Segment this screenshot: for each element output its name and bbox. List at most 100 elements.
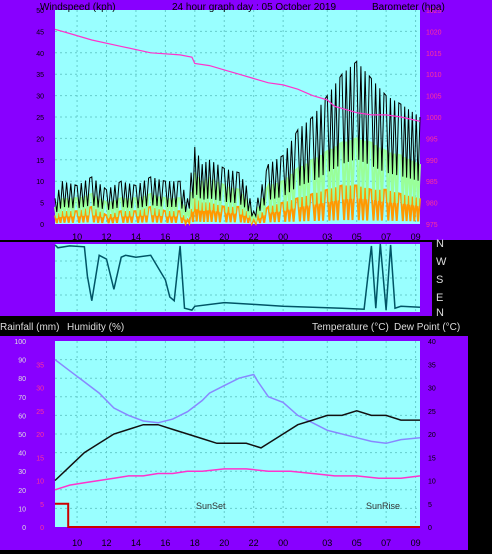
humidity-ytick-2: 20: [18, 488, 26, 495]
wind-xtick-6: 22: [249, 232, 259, 242]
temp-ytick-4: 20: [428, 432, 436, 439]
baro-ytick-4: 995: [426, 136, 438, 143]
wind-xtick-4: 18: [190, 232, 200, 242]
wind-ytick-1: 5: [40, 201, 44, 208]
wind-xtick-1: 12: [102, 232, 112, 242]
humidity-ytick-8: 80: [18, 376, 26, 383]
rainfall-axis-title: Rainfall (mm): [0, 322, 59, 333]
baro-ytick-0: 975: [426, 222, 438, 229]
temp-xtick-8: 03: [322, 538, 332, 548]
wind-xtick-9: 05: [352, 232, 362, 242]
humidity-axis-title: Humidity (%): [67, 322, 124, 333]
baro-ytick-3: 990: [426, 158, 438, 165]
temp-xtick-3: 16: [160, 538, 170, 548]
wind-ytick-3: 15: [36, 158, 44, 165]
wind-xtick-11: 09: [411, 232, 421, 242]
temp-xtick-7: 00: [278, 538, 288, 548]
temp-xtick-6: 22: [249, 538, 259, 548]
compass-label-w: W: [436, 256, 447, 268]
humidity-ytick-10: 100: [14, 339, 26, 346]
rain-ytick-7: 35: [36, 362, 44, 369]
wind-xtick-7: 00: [278, 232, 288, 242]
wind-ytick-6: 30: [36, 94, 44, 101]
humidity-ytick-4: 40: [18, 451, 26, 458]
humidity-ytick-7: 70: [18, 395, 26, 402]
humidity-ytick-3: 30: [18, 469, 26, 476]
wind-xtick-0: 10: [72, 232, 82, 242]
baro-ytick-8: 1015: [426, 51, 442, 58]
wind-ytick-9: 45: [36, 29, 44, 36]
wind-low-line: [54, 184, 421, 227]
rain-ytick-3: 15: [36, 455, 44, 462]
dewpoint-axis-title: Dew Point (°C): [394, 322, 460, 333]
compass-label-n-bottom: N: [436, 307, 444, 319]
baro-ytick-2: 985: [426, 179, 438, 186]
rain-ytick-0: 0: [40, 525, 44, 532]
humidity-ytick-6: 60: [18, 413, 26, 420]
rain-ytick-2: 10: [36, 479, 44, 486]
wind-gust-line: [54, 60, 421, 219]
wind-ytick-4: 20: [36, 136, 44, 143]
temp-xtick-11: 09: [411, 538, 421, 548]
wind-ytick-2: 10: [36, 179, 44, 186]
baro-ytick-9: 1020: [426, 29, 442, 36]
rain-ytick-1: 5: [40, 502, 44, 509]
wind-xtick-8: 03: [322, 232, 332, 242]
temp-ytick-7: 35: [428, 362, 436, 369]
humidity-ytick-1: 10: [18, 506, 26, 513]
sunrise-label: SunRise: [366, 501, 400, 511]
sunset-label: SunSet: [196, 501, 226, 511]
wind-xtick-3: 16: [160, 232, 170, 242]
wind-ytick-5: 25: [36, 115, 44, 122]
rain-ytick-6: 30: [36, 386, 44, 393]
temperature-axis-title: Temperature (°C): [312, 322, 389, 333]
dewpoint-line: [54, 468, 421, 491]
temp-ytick-3: 15: [428, 455, 436, 462]
wind-ytick-0: 0: [40, 222, 44, 229]
bottom-panel-right-edge: [468, 336, 492, 554]
temp-xtick-10: 07: [381, 538, 391, 548]
temp-xtick-0: 10: [72, 538, 82, 548]
temp-ytick-6: 30: [428, 386, 436, 393]
chart-title: 24 hour graph day : 05 October 2019: [172, 2, 336, 13]
temp-ytick-1: 5: [428, 502, 432, 509]
barometer-line: [54, 28, 421, 122]
humidity-line: [54, 359, 421, 445]
compass-label-e: E: [436, 292, 443, 304]
wind-ytick-10: 50: [36, 8, 44, 15]
temp-ytick-8: 40: [428, 339, 436, 346]
temp-xtick-1: 12: [102, 538, 112, 548]
wind-direction-line: [54, 243, 421, 311]
wind-ytick-7: 35: [36, 72, 44, 79]
temp-ytick-0: 0: [428, 525, 432, 532]
wind-average-line: [54, 137, 421, 224]
tick-labels: 0510152025303540455097598098599099510001…: [14, 8, 441, 548]
baro-ytick-1: 980: [426, 201, 438, 208]
compass-label-n-top: N: [436, 238, 444, 250]
wind-xtick-5: 20: [219, 232, 229, 242]
rain-ytick-4: 20: [36, 432, 44, 439]
temp-xtick-2: 14: [131, 538, 141, 548]
temp-ytick-5: 25: [428, 409, 436, 416]
wind-axis-title: Windspeed (kph): [40, 2, 116, 13]
barometer-axis-title: Barometer (hpa): [372, 2, 445, 13]
baro-ytick-6: 1005: [426, 94, 442, 101]
temp-ytick-2: 10: [428, 479, 436, 486]
baro-ytick-10: 1025: [426, 8, 442, 15]
rainfall-line: [55, 502, 420, 528]
temp-xtick-9: 05: [352, 538, 362, 548]
baro-ytick-5: 1000: [426, 115, 442, 122]
wind-ytick-8: 40: [36, 51, 44, 58]
temp-xtick-4: 18: [190, 538, 200, 548]
baro-ytick-7: 1010: [426, 72, 442, 79]
humidity-ytick-5: 50: [18, 432, 26, 439]
compass-label-s: S: [436, 274, 443, 286]
humidity-ytick-9: 90: [18, 358, 26, 365]
humidity-ytick-0: 0: [22, 525, 26, 532]
temperature-line: [54, 410, 420, 482]
wind-xtick-2: 14: [131, 232, 141, 242]
rain-ytick-5: 25: [36, 409, 44, 416]
temp-xtick-5: 20: [219, 538, 229, 548]
series-layer: [54, 28, 421, 528]
